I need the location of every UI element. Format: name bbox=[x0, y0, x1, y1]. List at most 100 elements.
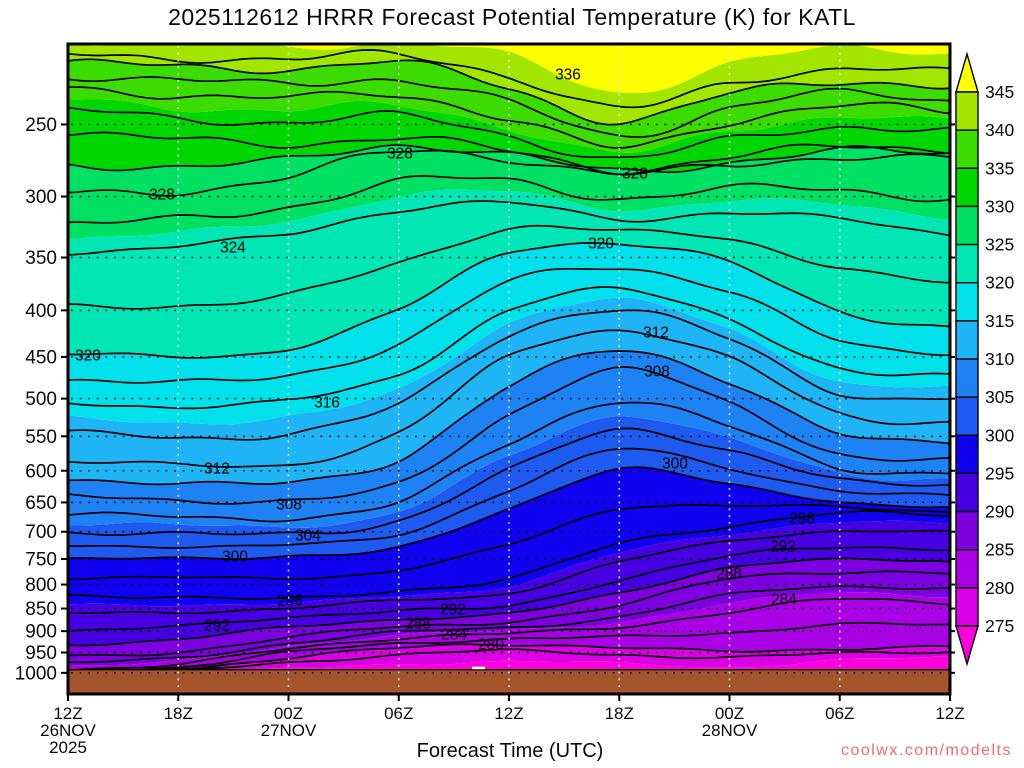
contour-label-328: 328 bbox=[387, 146, 413, 163]
y-tick-label: 700 bbox=[25, 522, 57, 543]
gridlines bbox=[71, 46, 948, 692]
contour-314K bbox=[69, 309, 949, 441]
colorbar-band bbox=[955, 243, 979, 284]
colorbar-band bbox=[955, 320, 979, 360]
band-290-295 bbox=[69, 520, 949, 646]
colorbar-tick-label: 330 bbox=[985, 196, 1014, 216]
contour-label-296: 296 bbox=[789, 511, 815, 528]
x-date-label: 27NOV bbox=[261, 721, 317, 740]
contour-label-308: 308 bbox=[644, 364, 670, 381]
contour-line-labels: 336 328 328 328 324 320 320 316 312 312 308 308 304 3… bbox=[75, 67, 815, 654]
colorbar-tick-label: 280 bbox=[985, 578, 1014, 598]
contour-label-288: 288 bbox=[405, 616, 431, 633]
contour-306K bbox=[69, 401, 949, 523]
contour-316K bbox=[69, 286, 949, 410]
below-ground-band bbox=[69, 666, 949, 693]
contour-294K bbox=[69, 529, 949, 615]
y-tick-label: 350 bbox=[25, 248, 57, 269]
y-tick-label: 650 bbox=[25, 493, 57, 514]
y-tick-label: 450 bbox=[25, 347, 57, 368]
colorbar-band bbox=[955, 396, 979, 436]
contour-label-308: 308 bbox=[276, 497, 302, 514]
contour-label-312: 312 bbox=[204, 461, 230, 478]
colorbar-band bbox=[955, 282, 979, 322]
watermark-text: coolwx.com/modelts bbox=[840, 742, 1012, 759]
colorbar-tick-label: 320 bbox=[985, 273, 1014, 293]
y-tick-label: 400 bbox=[25, 301, 57, 322]
contour-label-328: 328 bbox=[622, 166, 648, 183]
contour-label-312: 312 bbox=[643, 325, 669, 342]
contour-296K bbox=[69, 510, 949, 600]
y-tick-label: 250 bbox=[25, 115, 57, 136]
colorbar-band bbox=[955, 510, 979, 551]
x-axis-label: Forecast Time (UTC) bbox=[416, 740, 604, 762]
colorbar-tick-label: 300 bbox=[985, 425, 1014, 445]
contour-284K bbox=[69, 597, 949, 672]
colorbar-tick-label: 305 bbox=[985, 387, 1014, 407]
colorbar-tick-label: 340 bbox=[985, 120, 1014, 140]
y-tick-label: 600 bbox=[25, 461, 57, 482]
y-tick-label: 1000 bbox=[15, 663, 57, 684]
x-tick-label: 06Z bbox=[825, 704, 854, 723]
x-date-label: 2025 bbox=[49, 738, 87, 757]
contour-label-324: 324 bbox=[220, 240, 246, 257]
colorbar-band bbox=[955, 129, 979, 169]
band-315-320 bbox=[69, 242, 949, 425]
contour-label-328: 328 bbox=[149, 187, 175, 204]
band-300-305 bbox=[69, 416, 949, 559]
colorbar-tick-label: 325 bbox=[985, 235, 1014, 255]
contour-312K bbox=[69, 329, 949, 468]
contour-278K bbox=[69, 648, 949, 675]
contour-label-320: 320 bbox=[75, 348, 101, 365]
contour-302K bbox=[69, 447, 949, 549]
x-tick-label: 12Z bbox=[53, 704, 82, 723]
colorbar-band bbox=[955, 167, 979, 208]
y-tick-label: 950 bbox=[25, 643, 57, 664]
contour-340K bbox=[69, 58, 949, 126]
contour-298K bbox=[69, 503, 949, 581]
contour-label-292: 292 bbox=[204, 618, 230, 635]
contour-338K bbox=[69, 76, 949, 138]
y-tick-label: 750 bbox=[25, 550, 57, 571]
contour-label-300: 300 bbox=[662, 456, 688, 473]
colorbar-band bbox=[955, 472, 979, 513]
x-tick-label: 00Z bbox=[274, 704, 303, 723]
contour-label-320: 320 bbox=[588, 236, 614, 253]
surface-contour-artifact bbox=[472, 666, 485, 670]
contour-label-300: 300 bbox=[222, 549, 248, 566]
colorbar-tick-label: 285 bbox=[985, 540, 1014, 560]
x-tick-label: 18Z bbox=[605, 704, 634, 723]
colorbar-tick-label: 290 bbox=[985, 502, 1014, 522]
contour-332K bbox=[69, 131, 949, 176]
page-title: 2025112612 HRRR Forecast Potential Tempe… bbox=[168, 4, 856, 30]
colorbar-band bbox=[955, 587, 979, 627]
band-under-275 bbox=[69, 656, 949, 672]
contour-288K bbox=[69, 570, 949, 657]
colorbar-tick-label: 315 bbox=[985, 311, 1014, 331]
contour-318K bbox=[69, 267, 949, 384]
colorbar-tick-label: 345 bbox=[985, 82, 1014, 102]
colorbar-tick-label: 275 bbox=[985, 616, 1014, 636]
colorbar-tick-label: 310 bbox=[985, 349, 1014, 369]
x-tick-label: 12Z bbox=[935, 704, 964, 723]
colorbar-under-arrow bbox=[955, 625, 979, 667]
band-over-345 bbox=[69, 45, 949, 94]
band-305-310 bbox=[69, 351, 949, 528]
colorbar-tick-label: 335 bbox=[985, 158, 1014, 178]
contour-label-336: 336 bbox=[555, 67, 581, 84]
contour-326K bbox=[69, 175, 949, 224]
contour-label-288: 288 bbox=[716, 566, 742, 583]
contour-label-292: 292 bbox=[770, 539, 796, 556]
axes: 2503003504004505005506006507007508008509… bbox=[15, 42, 965, 757]
colorbar-over-arrow bbox=[955, 51, 979, 93]
colorbar-band bbox=[955, 358, 979, 398]
y-tick-label: 550 bbox=[25, 427, 57, 448]
x-date-label: 28NOV bbox=[702, 721, 758, 740]
contour-290K bbox=[69, 557, 949, 647]
contour-label-292: 292 bbox=[440, 602, 466, 619]
colorbar-band bbox=[955, 91, 979, 131]
contour-286K bbox=[69, 585, 949, 664]
contour-342K bbox=[69, 49, 949, 109]
y-tick-label: 900 bbox=[25, 622, 57, 643]
